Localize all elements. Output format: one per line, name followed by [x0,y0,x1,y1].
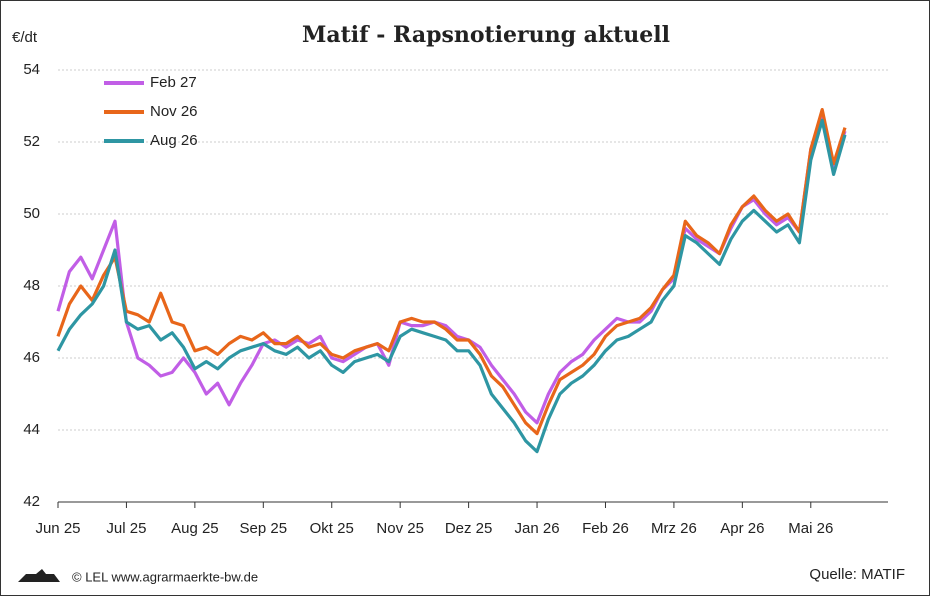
x-tick-label: Jun 25 [35,520,80,537]
y-tick-label: 44 [23,421,40,438]
x-tick-label: Sep 25 [240,520,288,537]
y-tick-label: 50 [23,205,40,222]
y-tick-label: 46 [23,349,40,366]
legend-label: Feb 27 [150,74,197,91]
x-tick-label: Mai 26 [788,520,833,537]
series-line [56,118,847,454]
chart-title: Matif - Rapsnotierung aktuell [302,22,670,48]
logo [18,569,60,582]
x-tick-label: Okt 25 [310,520,354,537]
y-tick-label: 54 [23,61,40,78]
legend-label: Nov 26 [150,103,198,120]
series-line [56,108,847,436]
x-tick-label: Nov 25 [376,520,424,537]
source: Quelle: MATIF [809,566,905,583]
x-tick-label: Apr 26 [720,520,764,537]
x-tick-label: Aug 25 [171,520,219,537]
y-tick-label: 48 [23,277,40,294]
y-axis-label: €/dt [12,29,38,46]
x-tick-label: Dez 25 [445,520,493,537]
legend-label: Aug 26 [150,132,198,149]
x-tick-label: Jan 26 [515,520,560,537]
x-tick-label: Mrz 26 [651,520,697,537]
y-tick-label: 52 [23,133,40,150]
x-tick-label: Jul 25 [106,520,146,537]
credit: © LEL www.agrarmaerkte-bw.de [72,569,258,584]
y-tick-label: 42 [23,493,40,510]
x-tick-label: Feb 26 [582,520,629,537]
